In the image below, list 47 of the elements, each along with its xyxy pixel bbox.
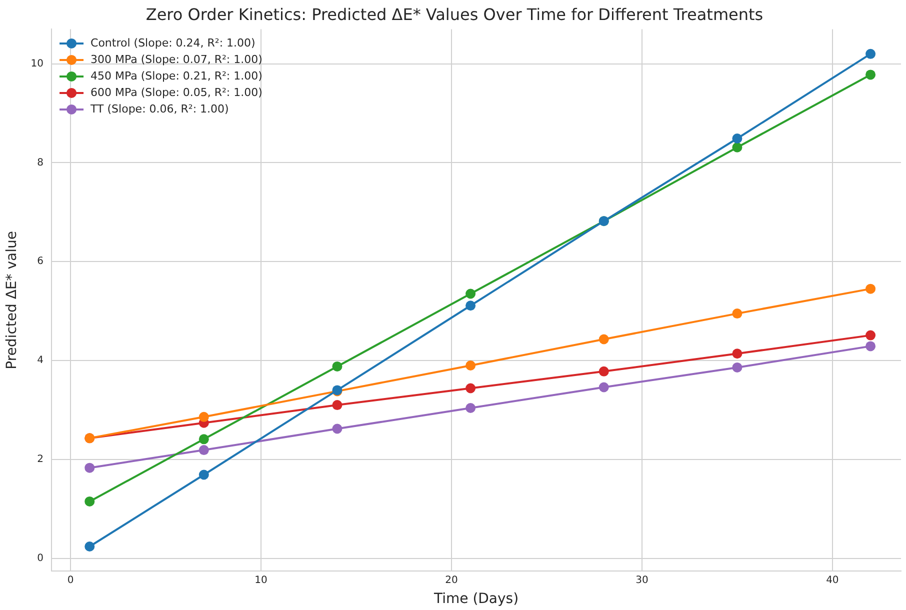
point (84, 496, 95, 506)
point (466, 300, 476, 311)
point (732, 133, 742, 144)
point (332, 424, 342, 434)
point (732, 308, 742, 319)
x-tick-label: 30 (636, 574, 648, 586)
y-axis-title: Predicted ΔE* value (4, 231, 20, 370)
point (732, 362, 742, 372)
x-tick-label: 10 (254, 574, 268, 586)
y-tick-label: 8 (37, 157, 44, 168)
legend-label: 450 MPa (Slope: 0.21, R²: 1.00) (90, 69, 262, 82)
legend-label: 600 MPa (Slope: 0.05, R²: 1.00) (90, 86, 262, 99)
point (732, 348, 742, 359)
y-tick-label: 4 (37, 355, 44, 366)
y-tick-label: 10 (30, 58, 44, 70)
point (598, 366, 609, 376)
point (598, 382, 609, 392)
point (466, 403, 476, 414)
point (84, 541, 95, 552)
point (866, 330, 876, 340)
point (466, 288, 476, 299)
point (598, 334, 609, 344)
point (466, 383, 476, 394)
point (732, 142, 742, 152)
point (84, 462, 95, 473)
chart-title: Zero Order Kinetics: Predicted ΔE* Values Over Time for Different Treatments (146, 4, 764, 24)
legend-label: Control (Slope: 0.24, R²: 1.00) (90, 36, 256, 50)
legend-label: 300 MPa (Slope: 0.07, R²: 1.00) (90, 52, 262, 66)
y-tick-label: 6 (37, 256, 44, 268)
point (332, 400, 342, 410)
point (198, 412, 209, 422)
point (866, 70, 876, 80)
point (466, 360, 476, 370)
y-tick-label: 2 (37, 454, 44, 466)
point (198, 434, 209, 444)
y-tick-label: 0 (37, 552, 44, 564)
legend-label: TT (Slope: 0.06, R²: 1.00) (90, 102, 229, 116)
point (198, 445, 209, 456)
point (866, 284, 876, 294)
x-axis-title: Time (Days) (432, 591, 519, 608)
point (866, 341, 876, 352)
point (866, 48, 876, 59)
x-tick-label: 40 (826, 574, 839, 586)
point (332, 361, 342, 372)
point (198, 470, 209, 480)
x-tick-label: 20 (445, 574, 458, 586)
x-tick-label: 0 (67, 574, 74, 586)
